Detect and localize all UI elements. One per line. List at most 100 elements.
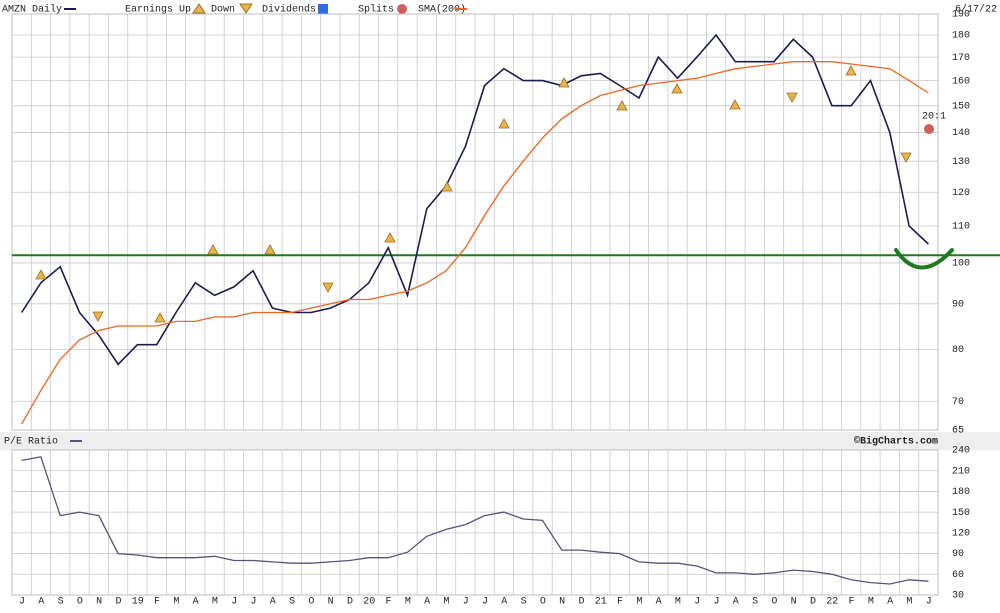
x-tick-label: O (77, 597, 83, 608)
x-tick-label: A (193, 597, 199, 608)
y-tick-label: 170 (952, 53, 970, 64)
x-tick-label: N (96, 597, 102, 608)
x-tick-label: M (906, 597, 912, 608)
x-tick-label: 19 (132, 597, 144, 608)
y-tick-label: 190 (952, 10, 970, 21)
split-icon (924, 124, 934, 134)
x-tick-label: A (270, 597, 276, 608)
x-tick-label: J (19, 597, 25, 608)
x-tick-label: M (405, 597, 411, 608)
earnings-up-icon (35, 269, 47, 280)
event-legend: Earnings Up (125, 4, 191, 16)
x-tick-label: M (443, 597, 449, 608)
x-tick-label: N (791, 597, 797, 608)
y-tick-label: 90 (952, 299, 964, 310)
y-tick-label: 210 (952, 466, 970, 477)
series-line (21, 61, 929, 425)
series-line (21, 456, 929, 585)
earnings-down-icon (322, 282, 334, 293)
series-line (20, 33, 929, 366)
x-tick-label: S (289, 597, 295, 608)
x-tick-label: M (636, 597, 642, 608)
y-tick-label: 120 (952, 188, 970, 199)
x-tick-label: D (578, 597, 584, 608)
x-tick-label: 22 (826, 597, 838, 608)
x-tick-label: S (752, 597, 758, 608)
x-tick-label: M (212, 597, 218, 608)
y-tick-label: 150 (952, 508, 970, 519)
series-legend: SMA(200) (418, 4, 466, 16)
x-tick-label: J (694, 597, 700, 608)
x-tick-label: F (617, 597, 623, 608)
x-tick-label: F (849, 597, 855, 608)
x-tick-label: D (347, 597, 353, 608)
y-tick-label: 140 (952, 128, 970, 139)
x-tick-label: 20 (363, 597, 375, 608)
x-tick-label: J (231, 597, 237, 608)
y-tick-label: 90 (952, 549, 964, 560)
earnings-up-icon (558, 77, 570, 88)
x-tick-label: D (115, 597, 121, 608)
x-tick-label: S (58, 597, 64, 608)
x-tick-label: D (810, 597, 816, 608)
event-legend: Splits (358, 4, 394, 16)
y-tick-label: 30 (952, 591, 964, 602)
y-tick-label: 240 (952, 446, 970, 457)
highlight-arc (894, 248, 954, 270)
x-tick-label: F (386, 597, 392, 608)
x-tick-label: A (733, 597, 739, 608)
x-tick-label: A (656, 597, 662, 608)
x-tick-label: O (308, 597, 314, 608)
series-legend: AMZN Daily (2, 4, 62, 16)
event-legend: Dividends (262, 4, 316, 16)
pe-header-band (0, 432, 1000, 450)
earnings-up-icon (192, 3, 206, 14)
x-tick-label: A (38, 597, 44, 608)
date-label: 6/17/22 (955, 4, 997, 16)
earnings-down-icon (900, 152, 912, 163)
y-tick-label: 70 (952, 397, 964, 408)
earnings-down-icon (239, 3, 253, 14)
y-tick-label: 160 (952, 76, 970, 87)
x-tick-label: A (887, 597, 893, 608)
x-tick-label: A (501, 597, 507, 608)
event-legend: Down (211, 5, 235, 16)
x-tick-label: A (424, 597, 430, 608)
x-tick-label: N (559, 597, 565, 608)
x-tick-label: J (482, 597, 488, 608)
dividend-icon (318, 4, 328, 14)
split-icon (397, 4, 407, 14)
earnings-up-icon (264, 244, 276, 255)
earnings-up-icon (384, 232, 396, 243)
y-tick-label: 60 (952, 570, 964, 581)
x-tick-label: 21 (595, 597, 607, 608)
x-tick-label: J (926, 597, 932, 608)
x-tick-label: J (250, 597, 256, 608)
earnings-up-icon (441, 181, 453, 192)
earnings-up-icon (845, 65, 857, 76)
x-tick-label: F (154, 597, 160, 608)
earnings-up-icon (498, 118, 510, 129)
y-tick-label: 150 (952, 101, 970, 112)
y-tick-label: 180 (952, 487, 970, 498)
x-tick-label: J (713, 597, 719, 608)
x-tick-label: S (521, 597, 527, 608)
pe-title: P/E Ratio (4, 436, 58, 448)
earnings-up-icon (154, 312, 166, 323)
y-tick-label: 100 (952, 259, 970, 270)
y-tick-label: 130 (952, 157, 970, 168)
y-tick-label: 120 (952, 528, 970, 539)
earnings-up-icon (616, 100, 628, 111)
x-tick-label: M (173, 597, 179, 608)
split-label: 20:1 (922, 112, 946, 123)
y-tick-label: 80 (952, 345, 964, 356)
x-tick-label: J (463, 597, 469, 608)
x-tick-label: M (675, 597, 681, 608)
earnings-down-icon (786, 92, 798, 103)
y-tick-label: 110 (952, 222, 970, 233)
credit: ©BigCharts.com (854, 436, 938, 448)
y-tick-label: 180 (952, 31, 970, 42)
earnings-down-icon (92, 311, 104, 322)
earnings-up-icon (729, 99, 741, 110)
